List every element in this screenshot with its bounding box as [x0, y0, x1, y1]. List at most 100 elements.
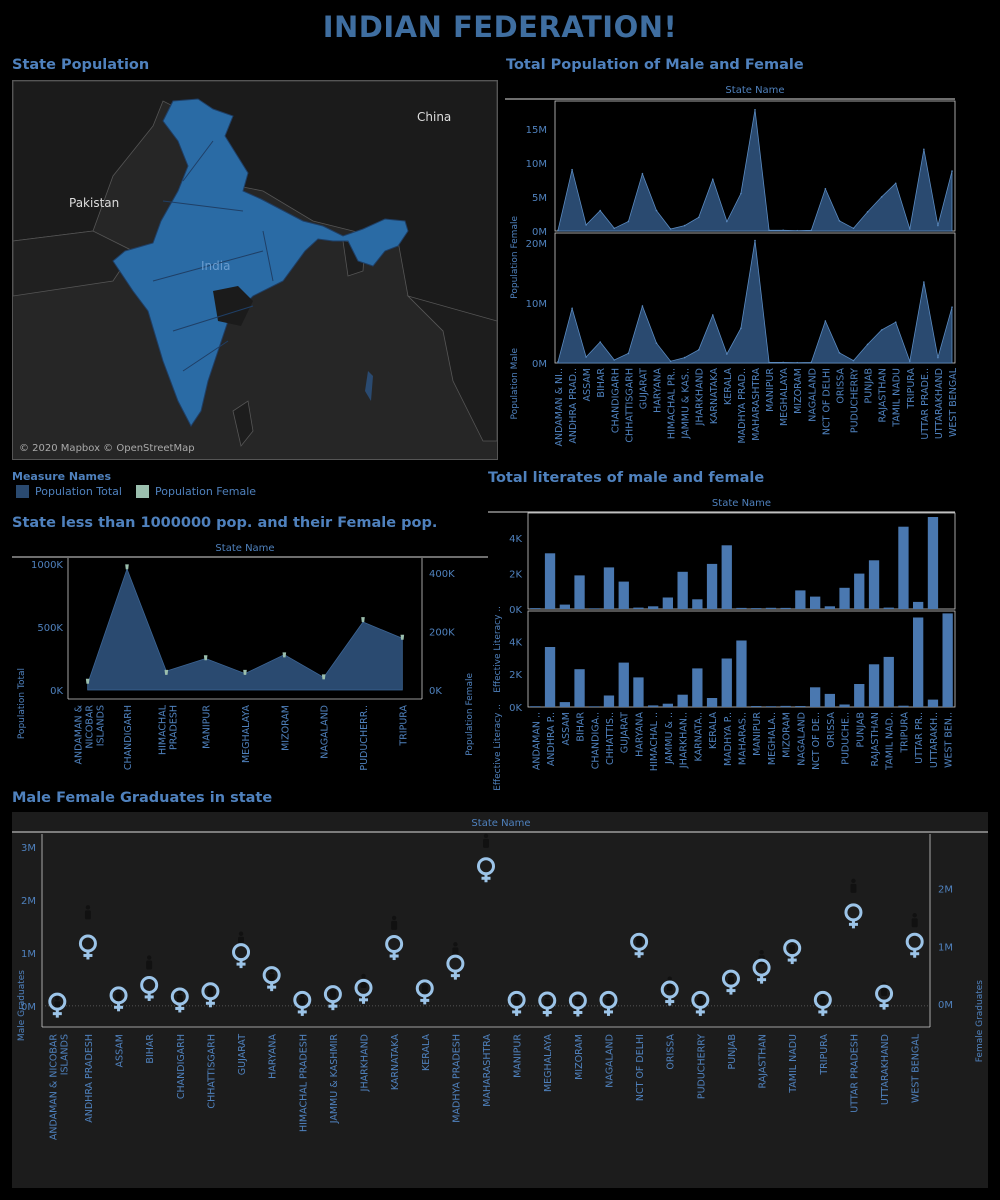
lit-bar [824, 693, 835, 707]
small-x-tick: HIMACHAL [157, 704, 168, 755]
pop-point [726, 220, 728, 223]
pop-x-tick: NAGALAND [807, 368, 818, 422]
pop-point [937, 224, 939, 227]
grads-x-tick: TRIPURA [819, 1034, 830, 1076]
small-y2-tick: 400K [429, 569, 455, 580]
pop-point [768, 229, 770, 232]
grads-x-tick: NAGALAND [604, 1034, 615, 1088]
lit-bar [736, 607, 747, 609]
pop-point [880, 196, 883, 198]
lit-bar [751, 608, 762, 609]
male-marker-body [513, 997, 520, 1007]
lit-bar [868, 560, 880, 609]
state-population-map[interactable]: China Pakistan India © 2020 Mapbox © Ope… [12, 80, 498, 460]
pop-point [782, 361, 784, 364]
lit-bar [603, 695, 615, 707]
lit-x-tick: JAMMU & .. [664, 712, 675, 765]
pop-x-tick: BIHAR [596, 368, 607, 398]
pop-point [740, 327, 742, 330]
pop-point [599, 209, 602, 212]
male-marker-body [574, 999, 581, 1009]
lit-y-tick: 0K [509, 703, 522, 714]
male-marker-head [85, 905, 91, 910]
lit-x-tick: JHARKHAN.. [679, 712, 690, 769]
lit-bar [795, 590, 806, 609]
pop-point [852, 227, 855, 230]
pop-x-tick: CHANDIGARH [610, 368, 621, 433]
grads-y-tick: 0M [21, 1002, 36, 1013]
male-marker-head [391, 915, 397, 921]
pop-point [585, 224, 587, 226]
small-x-tick: CHANDIGARH [123, 705, 134, 770]
grads-x-tick: ANDHRA PRADESH [84, 1034, 95, 1123]
lit-bar [898, 526, 909, 609]
small-x-tick: MIZORAM [280, 705, 291, 751]
grads-x-tick: MIZORAM [574, 1034, 585, 1080]
lit-bar [810, 687, 821, 707]
female-marker-ring [78, 934, 97, 953]
small-x-tick: PUDUCHERR.. [359, 705, 370, 771]
pop-x-tick: ASSAM [582, 368, 593, 401]
grads-y-label: Male Graduates [17, 970, 27, 1041]
pop-x-tick: RAJASTHAN [878, 368, 889, 422]
male-marker-body [727, 976, 734, 986]
lit-bar [677, 694, 688, 707]
pop-point [824, 320, 827, 322]
lit-bar [706, 698, 718, 707]
lit-panel-frame [527, 512, 956, 610]
pop-point [838, 219, 841, 222]
pop-point [711, 314, 714, 316]
pop-y-label: Population Male [510, 348, 520, 420]
pop-y-tick: 0M [532, 227, 547, 238]
grads-sheet-title: Male Female Graduates in state [12, 790, 273, 806]
pop-x-tick: KERALA [723, 368, 734, 405]
grads-x-tick: MADHYA PRADESH [451, 1034, 462, 1123]
small-female-marker [164, 669, 169, 675]
male-marker-head [146, 955, 152, 960]
lit-bar [559, 702, 570, 707]
pop-point [655, 342, 658, 345]
lit-bar [721, 545, 732, 609]
small-female-marker [400, 634, 405, 640]
male-marker-head [361, 973, 366, 979]
small-x-tick: ISLANDS [96, 705, 107, 746]
pop-x-tick: TAMIL NADU [892, 368, 903, 428]
grads-y-tick: 1M [21, 949, 36, 960]
lit-bar [648, 606, 659, 609]
lit-bar [780, 607, 791, 609]
grads-y2-tick: 1M [938, 942, 953, 953]
legend-item-population-female[interactable]: Population Female [136, 485, 256, 498]
lit-bar [898, 705, 909, 707]
pop-point [557, 229, 559, 232]
map-label-china: China [417, 110, 452, 124]
grads-x-tick: ORISSA [666, 1034, 677, 1070]
grads-x-tick: MAHARASHTRA [482, 1034, 493, 1107]
male-marker-body [299, 997, 306, 1007]
male-marker-body [697, 997, 704, 1007]
lit-bar [662, 597, 673, 609]
female-marker-ring [446, 954, 465, 973]
female-marker-ring [844, 903, 863, 922]
legend-item-population-total[interactable]: Population Total [16, 485, 122, 498]
lit-y-tick: 2K [509, 670, 522, 681]
pop-x-tick: KARNATAKA [709, 367, 720, 424]
pop-point [894, 182, 897, 185]
lit-x-tick: CHANDIGA.. [590, 712, 601, 769]
lit-x-tick: UTTARAKH.. [929, 712, 940, 768]
pop-point [754, 239, 756, 242]
lit-bar [633, 607, 644, 609]
pop-point [655, 209, 658, 212]
pop-point [726, 353, 728, 355]
small-female-marker [85, 678, 90, 684]
male-marker-head [238, 931, 244, 936]
small-female-marker [361, 617, 365, 623]
pop-point [641, 172, 644, 175]
grads-x-tick: KARNATAKA [390, 1033, 401, 1090]
lit-x-tick: ASSAM [561, 712, 572, 745]
pop-x-tick: UTTARAKHAND [934, 368, 945, 439]
pop-point [894, 321, 897, 324]
pop-point [768, 361, 770, 364]
pop-x-tick: ANDAMAN & NI.. [554, 368, 565, 446]
lit-bar [883, 607, 894, 609]
lit-bar [927, 517, 939, 609]
